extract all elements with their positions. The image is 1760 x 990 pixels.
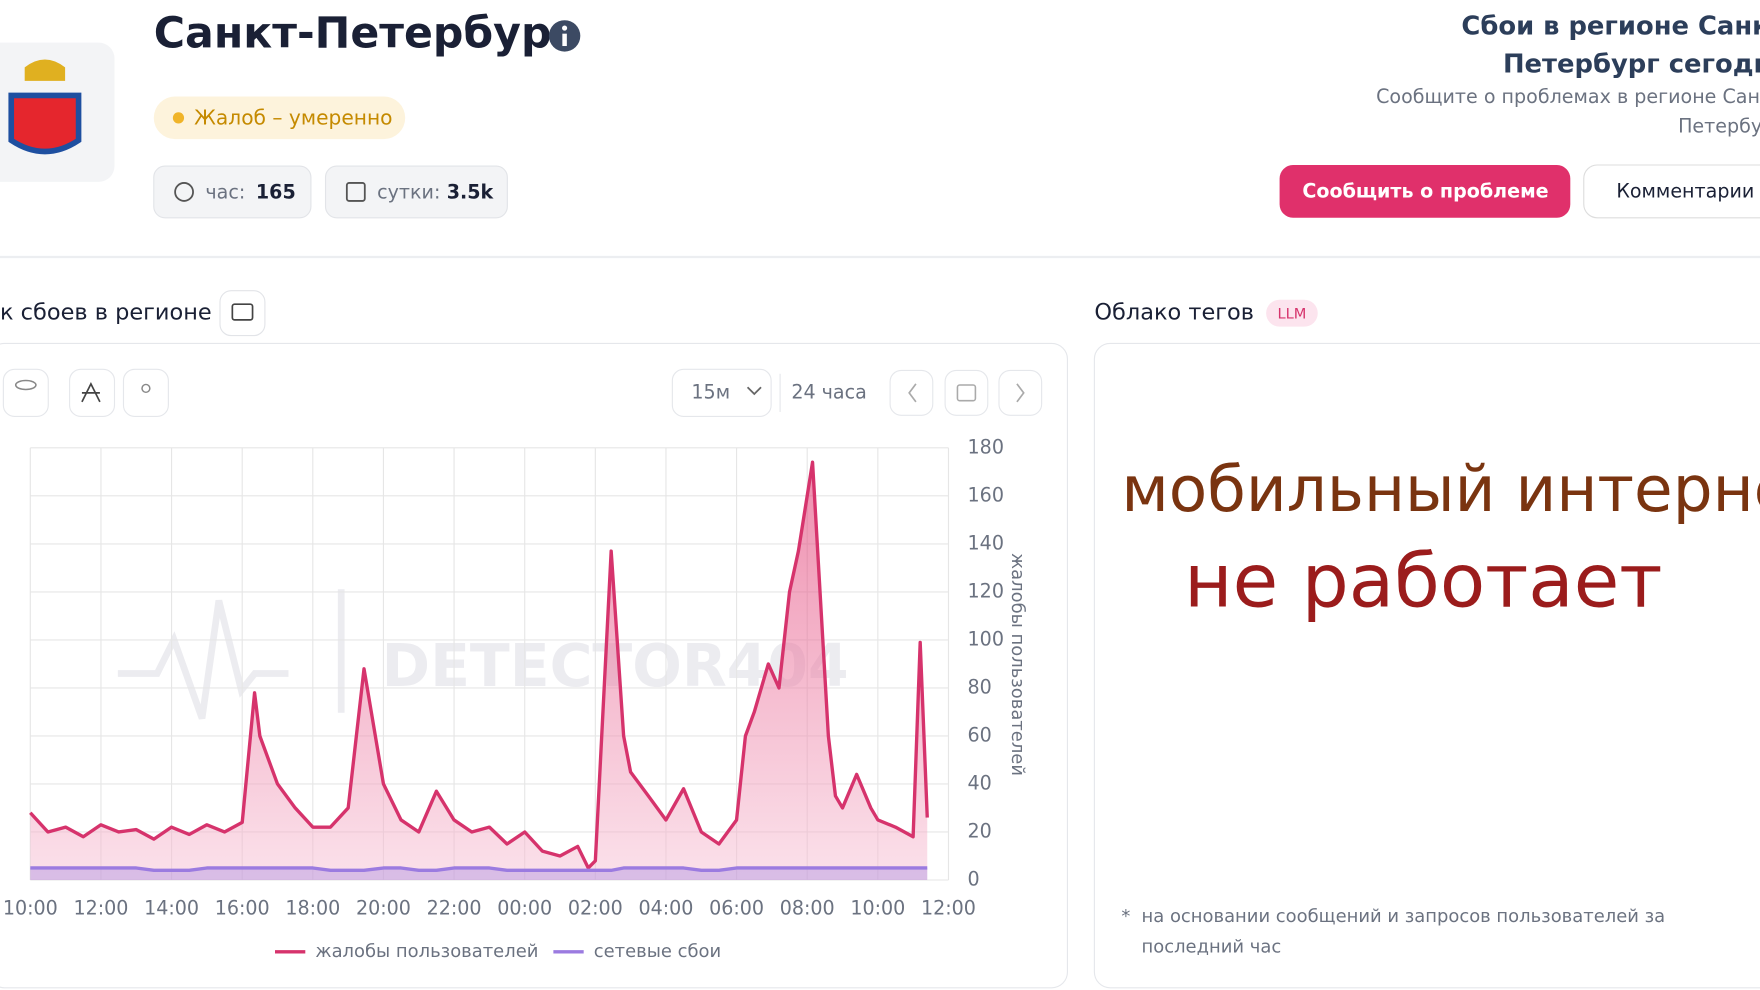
prev-icon xyxy=(908,383,917,403)
next-button[interactable] xyxy=(998,369,1043,416)
status-text: Жалоб – умеренно xyxy=(194,105,392,129)
x-tick-label: 10:00 xyxy=(850,898,905,920)
hour-stat xyxy=(153,165,312,219)
x-tick-label: 12:00 xyxy=(921,898,976,920)
chart-mode-icon xyxy=(81,381,101,403)
y-tick-label: 80 xyxy=(968,676,992,698)
day-stat xyxy=(324,165,508,219)
x-tick-label: 00:00 xyxy=(497,898,552,920)
x-tick-label: 22:00 xyxy=(427,898,482,920)
db-icon xyxy=(14,379,37,391)
interval-select[interactable] xyxy=(671,368,772,417)
tag[interactable]: мобильный интернет xyxy=(1121,453,1760,526)
footnote-marker: * xyxy=(1121,906,1130,927)
y-tick-label: 160 xyxy=(968,484,1004,506)
y-axis-label: жалобы пользователей xyxy=(1007,553,1028,776)
y-tick-label: 20 xyxy=(968,820,992,842)
y-tick-label: 60 xyxy=(968,724,992,746)
content: Санкт-Петербург Жалоб – умеренно час: 16… xyxy=(0,8,1760,989)
period-label[interactable]: 24 часа xyxy=(791,381,866,403)
y-tick-label: 100 xyxy=(968,628,1004,650)
calendar-button[interactable] xyxy=(944,369,989,416)
section-title: к сбоев в регионе xyxy=(0,300,212,326)
city-title: Санкт-Петербург xyxy=(154,8,574,58)
next-icon xyxy=(1016,383,1025,403)
day-value: 3.5k xyxy=(447,182,495,204)
emblem xyxy=(8,92,82,155)
legend-label[interactable]: сетевые сбои xyxy=(594,941,721,962)
info-glyph xyxy=(562,25,568,31)
side-title: Петербург сегодн xyxy=(1503,50,1760,80)
hour-label: час: xyxy=(205,182,245,204)
hour-value: 165 xyxy=(256,182,296,204)
x-tick-label: 12:00 xyxy=(73,898,128,920)
view-toggle[interactable] xyxy=(219,290,266,337)
x-tick-label: 02:00 xyxy=(568,898,623,920)
llm-badge xyxy=(1266,299,1318,327)
plot: 0 20 40 60 80 100 120 140 160 180 10:00 12:00 14:00 1… xyxy=(3,436,1028,961)
chevron xyxy=(746,386,762,396)
y-tick-label: 180 xyxy=(968,436,1004,458)
line xyxy=(30,866,928,873)
x-tick-label: 14:00 xyxy=(144,898,199,920)
line xyxy=(29,460,929,870)
side-title: Сбои в регионе Санк xyxy=(1461,11,1760,41)
x-tick-label: 20:00 xyxy=(356,898,411,920)
comments-button[interactable] xyxy=(1583,164,1760,219)
tag[interactable]: не работает xyxy=(1184,538,1662,624)
y-tick-label: 140 xyxy=(968,532,1004,554)
emblem-crown xyxy=(24,59,66,81)
comments-button-label[interactable]: Комментарии xyxy=(1616,180,1754,202)
x-tick-label: 06:00 xyxy=(709,898,764,920)
status-pill xyxy=(153,96,406,140)
x-tick-label: 04:00 xyxy=(638,898,693,920)
status-dot xyxy=(172,112,185,124)
clock-icon xyxy=(174,182,194,202)
monitor-icon xyxy=(231,303,254,321)
calendar-icon xyxy=(956,384,977,402)
cloud-card xyxy=(1093,342,1760,989)
x-tick-label: 18:00 xyxy=(285,898,340,920)
info-glyph xyxy=(562,33,567,47)
side-subtitle: Сообщите о проблемах в регионе Сан xyxy=(1376,86,1760,108)
interval-label[interactable]: 15м xyxy=(691,381,730,403)
report-button-label[interactable]: Сообщить о проблеме xyxy=(1302,180,1548,202)
y-tick-label: 120 xyxy=(968,580,1004,602)
y-tick-label: 0 xyxy=(968,869,980,891)
x-tick-label: 10:00 xyxy=(3,898,58,920)
llm-badge-label: LLM xyxy=(1278,305,1307,322)
calendar-icon xyxy=(345,182,366,202)
prev-button[interactable] xyxy=(889,369,934,416)
side-subtitle: Петербу xyxy=(1678,115,1760,137)
y-tick-label: 40 xyxy=(968,772,992,794)
x-tick-label: 16:00 xyxy=(215,898,270,920)
area xyxy=(30,462,928,881)
footnote: на основании сообщений и запросов пользо… xyxy=(1142,906,1666,927)
db-button[interactable] xyxy=(2,368,49,417)
legend-label[interactable]: жалобы пользователей xyxy=(315,941,538,962)
user-icon xyxy=(141,383,151,394)
day-label: сутки: xyxy=(377,182,440,204)
watermark-logo xyxy=(117,589,345,720)
cloud-title: Облако тегов xyxy=(1094,300,1254,326)
footnote: последний час xyxy=(1142,936,1282,957)
report-button[interactable] xyxy=(1279,165,1571,218)
x-tick-label: 08:00 xyxy=(780,898,835,920)
